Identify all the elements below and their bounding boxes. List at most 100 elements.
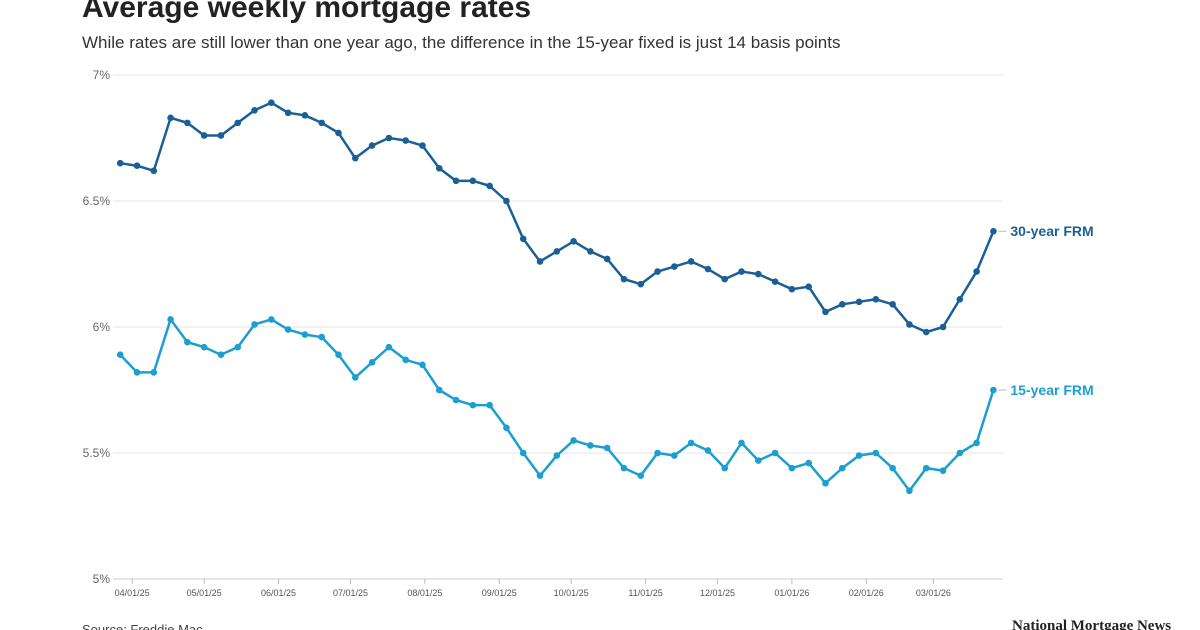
data-point [755, 457, 762, 464]
data-point [351, 374, 359, 381]
data-point [906, 321, 913, 328]
x-tick-label: 11/01/25 [628, 588, 662, 598]
brand-logo: National Mortgage News [1012, 618, 1171, 630]
series-label: 30-year FRM [1010, 223, 1093, 239]
data-point [822, 308, 829, 316]
data-point [889, 464, 896, 472]
data-point [469, 401, 477, 409]
data-point [922, 328, 930, 336]
x-tick-label: 06/01/25 [261, 588, 296, 598]
data-point [318, 119, 326, 127]
y-tick-label: 6.5% [83, 194, 111, 208]
data-point [570, 238, 577, 245]
data-point [687, 258, 695, 265]
y-tick-label: 5.5% [83, 446, 111, 460]
data-point [133, 162, 141, 170]
x-tick-label: 01/01/26 [774, 588, 809, 598]
data-point [116, 159, 124, 167]
data-point [419, 142, 426, 149]
data-point [939, 323, 947, 331]
series-label: 15-year FRM [1010, 382, 1093, 398]
data-point [738, 268, 745, 275]
data-point [385, 134, 393, 142]
data-point [637, 472, 645, 479]
data-point [536, 472, 544, 479]
data-point [570, 437, 577, 444]
data-point [184, 338, 191, 346]
data-point [452, 177, 460, 185]
data-point [973, 268, 980, 275]
y-tick-label: 6% [93, 320, 111, 334]
x-tick-label: 08/01/25 [407, 588, 442, 598]
data-point [620, 464, 628, 472]
data-point [671, 452, 678, 459]
data-point [603, 444, 611, 452]
data-point [284, 326, 292, 333]
data-point [788, 464, 796, 472]
data-point [503, 424, 510, 432]
data-point [116, 351, 124, 359]
chart-title: Average weekly mortgage rates [82, 0, 531, 24]
data-point [318, 333, 326, 341]
data-point [419, 361, 426, 369]
data-point [150, 167, 158, 175]
data-point [704, 447, 712, 454]
data-point [503, 197, 510, 205]
data-point [872, 295, 880, 303]
data-point [906, 487, 913, 495]
data-point [654, 268, 661, 275]
data-point [217, 351, 225, 359]
data-point [771, 278, 779, 285]
data-point [553, 248, 561, 255]
data-point [587, 442, 594, 449]
data-point [990, 227, 997, 235]
data-point [133, 369, 141, 376]
y-tick-label: 5% [93, 572, 111, 586]
data-point [922, 464, 930, 472]
data-point [217, 132, 225, 139]
data-point [435, 164, 443, 172]
x-tick-label: 09/01/25 [482, 588, 517, 598]
data-point [368, 358, 376, 366]
data-point [822, 479, 829, 487]
data-point [251, 106, 258, 114]
x-tick-label: 12/01/25 [700, 588, 735, 598]
x-tick-label: 10/01/25 [554, 588, 589, 598]
data-point [335, 351, 342, 359]
data-point [738, 439, 745, 447]
x-tick-label: 04/01/25 [115, 588, 150, 598]
data-point [973, 439, 980, 447]
data-point [301, 331, 309, 338]
data-point [200, 343, 208, 351]
data-point [200, 132, 208, 139]
data-point [872, 449, 880, 457]
data-point [771, 449, 779, 457]
data-point [167, 114, 174, 122]
data-point [838, 301, 846, 308]
data-point [402, 137, 409, 144]
data-point [234, 119, 242, 127]
data-point [435, 386, 443, 394]
y-tick-label: 7% [93, 68, 111, 82]
data-point [335, 129, 342, 137]
data-point [553, 452, 561, 459]
x-tick-label: 05/01/25 [187, 588, 222, 598]
data-point [402, 356, 409, 364]
data-point [536, 258, 544, 265]
data-point [939, 467, 947, 474]
data-point [855, 452, 863, 459]
data-point [368, 142, 376, 149]
data-point [469, 177, 477, 185]
data-point [838, 464, 846, 472]
data-point [587, 248, 594, 255]
data-point [654, 449, 661, 457]
data-point [721, 275, 729, 283]
data-point [889, 301, 896, 308]
source: Source: Freddie Mac [82, 622, 203, 630]
data-point [990, 386, 997, 394]
data-point [251, 321, 258, 328]
data-point [671, 263, 678, 270]
data-point [452, 396, 460, 404]
